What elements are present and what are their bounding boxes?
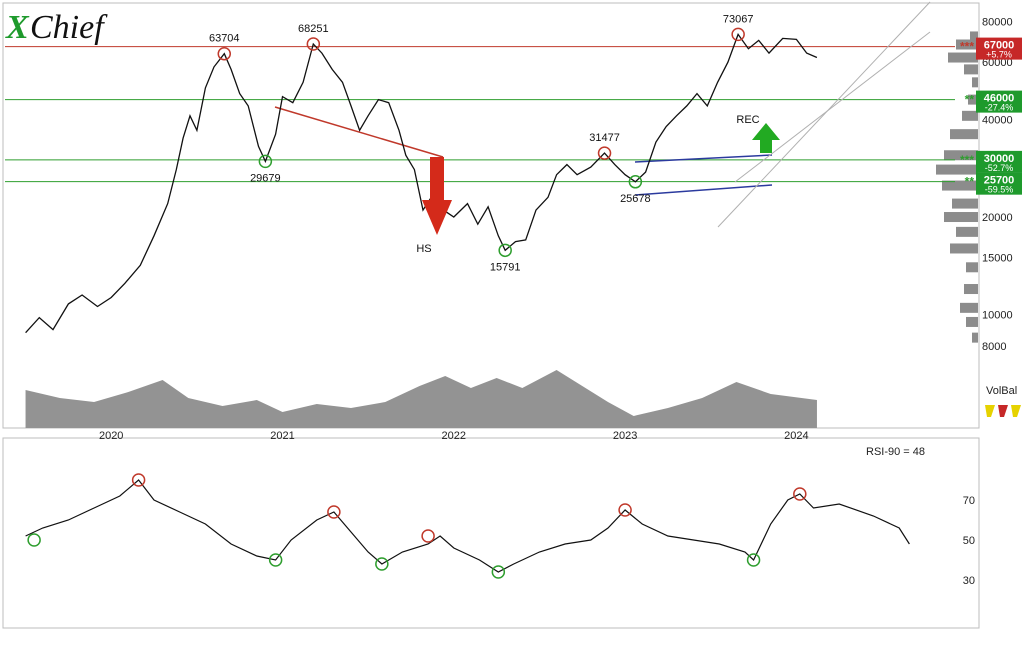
level-badge: [976, 150, 1022, 173]
y-tick-label: 15000: [982, 253, 1013, 265]
trough-label: 15791: [490, 261, 521, 273]
peak-marker: [731, 27, 745, 42]
rect-top-line: [634, 154, 773, 163]
volume-profile-bar: [950, 243, 978, 254]
trough-marker: [628, 175, 643, 189]
hs-neckline: [274, 106, 444, 158]
peak-label: 63704: [209, 33, 240, 45]
volume-profile-bar: [950, 129, 978, 140]
level-change: -59.5%: [985, 185, 1014, 195]
rsi-peak-marker: [793, 487, 807, 501]
x-tick-label: 2022: [442, 430, 466, 442]
volume-profile-bar: [964, 64, 978, 75]
peak-label: 68251: [298, 23, 329, 35]
logo-word: Chief: [30, 9, 108, 46]
peak-label: 31477: [589, 132, 620, 144]
volume-profile-bar: [936, 164, 978, 175]
level-stars: **: [965, 175, 975, 189]
volbal-arrow-icon: [998, 405, 1008, 417]
volume-profile-bar: [972, 77, 978, 88]
volume-profile-bar: [960, 302, 978, 313]
x-tick-label: 2023: [613, 430, 637, 442]
volume-profile-bar: [944, 212, 978, 223]
volume-profile-bar: [964, 284, 978, 295]
volbal-arrow-icon: [1011, 405, 1021, 417]
level-value: 25700: [984, 175, 1015, 187]
level-stars: **: [965, 93, 975, 107]
y-tick-label: 60000: [982, 57, 1013, 69]
rsi-peak-marker: [421, 529, 435, 543]
volume-profile-bar: [948, 52, 978, 63]
peak-marker: [306, 37, 321, 51]
rec-up-arrow-icon: [752, 123, 780, 153]
x-tick-label: 2021: [270, 430, 294, 442]
y-tick-label: 20000: [982, 212, 1013, 224]
level-value: 30000: [984, 153, 1015, 165]
peak-marker: [597, 146, 612, 160]
level-badge: [976, 37, 1022, 60]
volume-profile-bar: [966, 262, 978, 273]
rsi-peak-marker: [327, 505, 341, 519]
volume-profile-bar: [944, 150, 978, 161]
volume-profile-bar: [968, 94, 978, 105]
peak-marker: [217, 46, 232, 61]
volume-area: [25, 370, 817, 428]
level-change: +5.7%: [986, 50, 1012, 60]
trough-marker: [258, 154, 273, 169]
hs-label: HS: [416, 243, 431, 255]
volbal-label: VolBal: [986, 385, 1017, 397]
rsi-y-tick-label: 50: [963, 535, 975, 547]
rsi-trough-marker: [268, 553, 283, 567]
channel-upper-line: [717, 1, 931, 228]
rsi-trough-marker: [27, 533, 41, 547]
rsi-y-tick-label: 70: [963, 495, 975, 507]
volume-profile-bar: [970, 31, 978, 42]
peak-label: 73067: [723, 13, 754, 25]
logo-mark: X: [5, 9, 30, 46]
rec-label: REC: [736, 114, 759, 126]
rsi-peak-marker: [131, 473, 146, 487]
level-badge: [976, 172, 1022, 195]
level-change: -27.4%: [985, 103, 1014, 113]
level-value: 46000: [984, 93, 1015, 105]
y-tick-label: 40000: [982, 114, 1013, 126]
level-stars: ***: [960, 40, 974, 54]
rsi-trough-marker: [491, 565, 506, 579]
y-tick-label: 10000: [982, 310, 1013, 322]
level-badge: [976, 90, 1022, 113]
y-tick-label: 8000: [982, 341, 1006, 353]
rsi-trough-marker: [746, 553, 761, 567]
trough-marker: [498, 243, 512, 258]
hs-down-arrow-icon: [422, 157, 452, 235]
rsi-title: RSI-90 = 48: [866, 446, 925, 458]
level-change: -52.7%: [985, 163, 1014, 173]
volume-profile: [936, 31, 978, 343]
x-tick-label: 2020: [99, 430, 123, 442]
rect-bottom-line: [634, 184, 773, 196]
volume-fill: [25, 370, 817, 428]
volume-profile-bar: [972, 332, 978, 343]
volume-profile-bar: [956, 226, 978, 237]
rsi-peak-marker: [618, 503, 632, 517]
volume-profile-bar: [962, 110, 978, 121]
y-tick-label: 80000: [982, 17, 1013, 29]
trough-label: 29679: [250, 172, 281, 184]
trough-label: 25678: [620, 193, 651, 205]
level-stars: ***: [960, 153, 974, 167]
volume-profile-bar: [942, 180, 978, 191]
volume-profile-bar: [966, 316, 978, 327]
volume-profile-bar: [952, 198, 978, 209]
xchief-logo: X Chief: [5, 9, 108, 46]
rsi-trough-marker: [375, 557, 389, 571]
volbal-arrow-icon: [985, 405, 995, 417]
channel-lower-line: [734, 31, 931, 183]
rsi-panel-frame: [2, 437, 980, 629]
level-value: 67000: [984, 40, 1015, 52]
x-tick-label: 2024: [784, 430, 808, 442]
rsi-y-tick-label: 30: [963, 575, 975, 587]
volume-profile-bar: [956, 39, 978, 50]
price-line: [25, 33, 818, 334]
rsi-line: [25, 479, 910, 573]
